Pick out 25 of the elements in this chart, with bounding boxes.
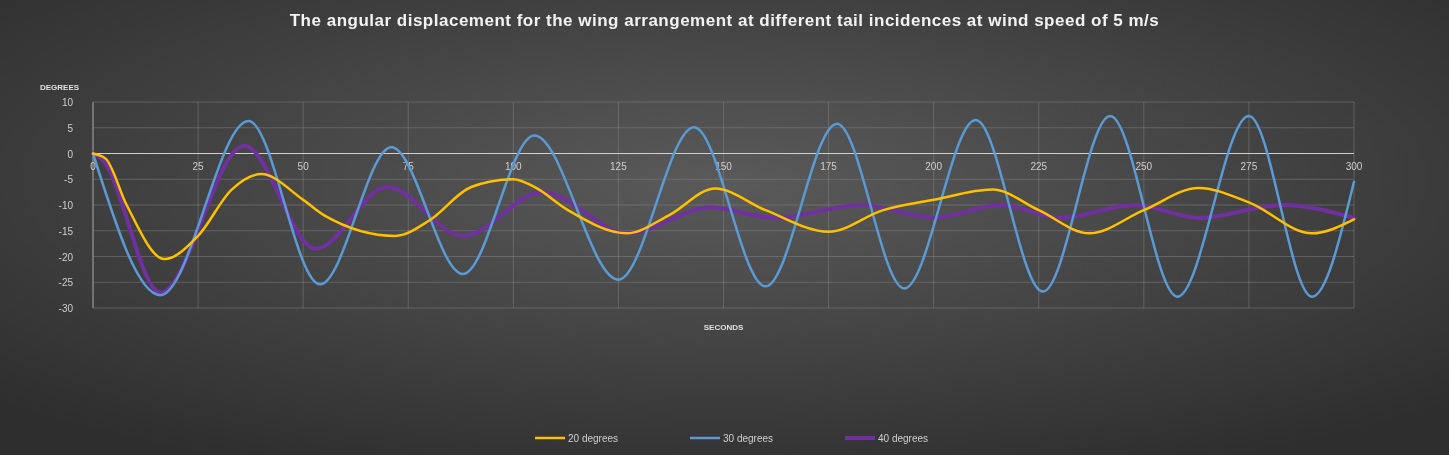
- legend-label: 40 degrees: [878, 433, 929, 444]
- y-tick-label: -5: [64, 174, 74, 186]
- chart-title: The angular displacement for the wing arrangement at different tail incidences at wind speed of 5 m/s: [289, 11, 1160, 30]
- y-tick-label: -30: [58, 303, 74, 314]
- y-tick-label: -10: [58, 200, 74, 211]
- y-tick-label: -20: [58, 251, 74, 263]
- x-tick-label: 0: [90, 160, 97, 172]
- x-tick-label: 225: [1030, 160, 1048, 172]
- y-tick-label: -25: [58, 277, 74, 289]
- x-tick-label: 250: [1135, 160, 1153, 172]
- legend-label: 30 degrees: [723, 433, 774, 444]
- legend-label: 20 degrees: [568, 433, 619, 444]
- y-axis-title: DEGREES: [40, 83, 80, 92]
- x-tick-label: 200: [925, 160, 943, 172]
- y-tick-label: 5: [67, 122, 74, 134]
- x-axis-title: SECONDS: [703, 323, 744, 332]
- x-tick-label: 175: [820, 160, 838, 172]
- y-tick-label: -15: [58, 225, 74, 237]
- x-tick-label: 275: [1240, 160, 1258, 172]
- x-tick-label: 25: [192, 160, 205, 172]
- x-tick-label: 125: [610, 160, 628, 172]
- y-tick-label: 0: [67, 148, 74, 160]
- y-tick-label: 10: [61, 97, 74, 108]
- x-tick-label: 50: [297, 160, 310, 172]
- x-tick-label: 300: [1345, 160, 1363, 172]
